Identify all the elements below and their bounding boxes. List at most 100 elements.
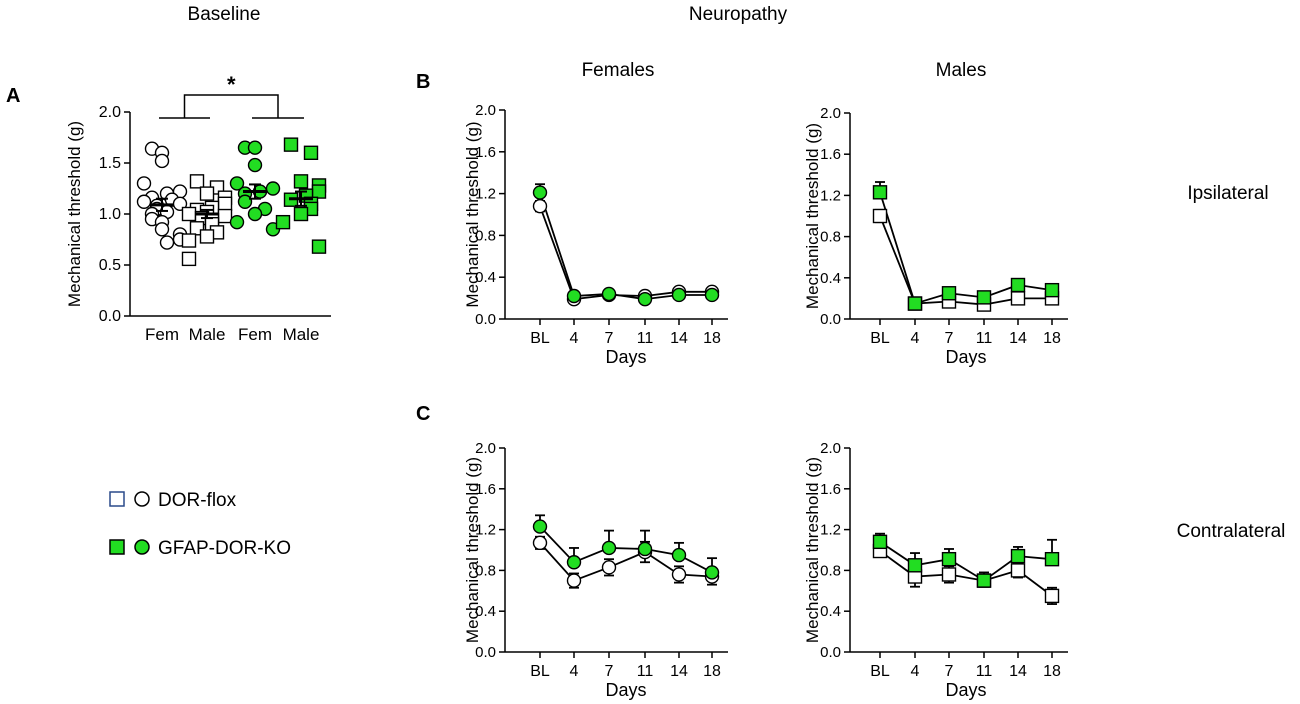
data-point xyxy=(293,206,309,222)
data-point xyxy=(601,540,617,556)
data-point xyxy=(265,181,281,196)
y-tick-label: 0.0 xyxy=(820,644,841,661)
data-point xyxy=(293,174,309,189)
x-tick-label: 14 xyxy=(1009,330,1027,347)
legend-label-gfap-dor-ko: GFAP-DOR-KO xyxy=(158,538,291,559)
y-tick-label: 1.2 xyxy=(820,187,841,204)
data-point xyxy=(704,565,720,580)
y-tick-label: 1.5 xyxy=(99,155,121,172)
data-point xyxy=(1044,551,1060,567)
y-tick-label: 1.6 xyxy=(475,481,496,498)
data-point xyxy=(671,567,687,582)
y-tick-label: 0.4 xyxy=(475,603,496,620)
y-tick-label: 1.2 xyxy=(820,522,841,539)
x-tick-label: BL xyxy=(870,663,890,680)
y-tick-label: 1.6 xyxy=(820,146,841,163)
y-tick-label: 2.0 xyxy=(820,440,841,457)
x-tick-label: 18 xyxy=(703,330,721,347)
chart-contralateral-males: 0.0 0.4 0.8 1.2 1.6 2.0 BL 4 7 11 14 18 Mechanical t… xyxy=(803,440,1068,700)
x-tick-label: BL xyxy=(870,330,890,347)
x-tick-label: 7 xyxy=(605,663,614,680)
x-tick-label: 11 xyxy=(976,663,993,680)
x-tick-label: 11 xyxy=(637,330,654,347)
y-tick-label: 0.8 xyxy=(820,229,841,246)
data-point xyxy=(181,233,197,248)
legend-open-square xyxy=(109,491,125,507)
panel-label-a: A xyxy=(6,85,20,107)
x-axis-label: Days xyxy=(605,347,646,367)
data-point xyxy=(303,145,319,161)
data-point xyxy=(532,535,548,551)
x-axis-label: Days xyxy=(945,347,986,367)
data-point xyxy=(872,208,888,224)
y-tick-label: 0.8 xyxy=(475,562,496,579)
series-line xyxy=(539,192,712,301)
y-axis-label: Mechanical threshold (g) xyxy=(463,121,482,307)
x-axis-label: Days xyxy=(945,680,986,700)
label-contralateral: Contralateral xyxy=(1177,521,1286,542)
data-point xyxy=(237,194,253,209)
x-tick-label: 4 xyxy=(570,663,579,680)
data-point xyxy=(199,186,215,201)
data-point xyxy=(154,153,170,169)
data-point xyxy=(311,239,327,254)
data-point xyxy=(566,288,582,304)
chart-baseline: 0.0 0.5 1.0 1.5 2.0 Fem Male Fem Male Mechanical … xyxy=(65,72,331,344)
data-point xyxy=(1044,282,1060,298)
data-point xyxy=(637,541,653,557)
y-tick-label: 0.0 xyxy=(99,308,121,325)
heading-neuropathy: Neuropathy xyxy=(689,4,788,25)
data-point xyxy=(637,291,653,307)
legend-item-dor-flox: DOR-flox xyxy=(109,490,237,511)
data-point xyxy=(532,519,548,534)
data-point xyxy=(532,185,548,200)
data-point xyxy=(181,206,197,222)
x-tick-label: Male xyxy=(189,325,226,344)
y-tick-label: 2.0 xyxy=(99,104,121,121)
data-point xyxy=(154,222,170,237)
data-point xyxy=(671,547,687,563)
data-point xyxy=(601,560,617,575)
x-tick-label: 7 xyxy=(945,663,954,680)
x-tick-label: 18 xyxy=(703,663,721,680)
data-point xyxy=(941,567,957,582)
x-tick-label: 11 xyxy=(637,663,654,680)
y-tick-label: 0.0 xyxy=(475,644,496,661)
x-tick-label: 14 xyxy=(670,330,688,347)
heading-baseline: Baseline xyxy=(188,4,261,25)
y-tick-label: 2.0 xyxy=(475,102,496,119)
data-point xyxy=(976,290,992,305)
x-tick-label: 14 xyxy=(1009,663,1027,680)
significance-bracket xyxy=(183,94,279,118)
data-point xyxy=(247,140,263,155)
heading-females: Females xyxy=(582,60,655,81)
x-axis-label: Days xyxy=(605,680,646,700)
series-line xyxy=(879,215,1052,306)
data-point xyxy=(181,251,197,267)
chart-ipsilateral-males: 0.0 0.4 0.8 1.2 1.6 2.0 BL 4 7 11 14 18 Mechanical t… xyxy=(803,105,1068,367)
x-tick-label: 7 xyxy=(945,330,954,347)
y-tick-label: 1.2 xyxy=(475,186,496,203)
x-tick-label: 4 xyxy=(911,663,920,680)
y-tick-label: 0.4 xyxy=(820,603,841,620)
y-axis-label: Mechanical threshold (g) xyxy=(803,457,822,643)
data-point xyxy=(872,185,888,200)
legend-item-gfap-dor-ko: GFAP-DOR-KO xyxy=(109,538,291,559)
data-point xyxy=(217,196,233,212)
x-tick-label: 18 xyxy=(1043,330,1061,347)
x-tick-label: 18 xyxy=(1043,663,1061,680)
data-point xyxy=(601,286,617,302)
series-line xyxy=(539,525,713,574)
x-tick-label: Male xyxy=(283,325,320,344)
data-point xyxy=(229,214,245,230)
data-point xyxy=(275,214,291,230)
data-point xyxy=(311,184,327,199)
series-line xyxy=(539,205,712,301)
data-point xyxy=(704,287,720,303)
data-point xyxy=(1010,563,1026,578)
chart-ipsilateral-females: 0.0 0.4 0.8 1.2 1.6 2.0 BL 4 7 11 14 18 Mechanical t… xyxy=(463,102,728,367)
y-tick-label: 2.0 xyxy=(820,105,841,122)
data-point xyxy=(136,194,152,209)
data-point xyxy=(199,229,215,244)
